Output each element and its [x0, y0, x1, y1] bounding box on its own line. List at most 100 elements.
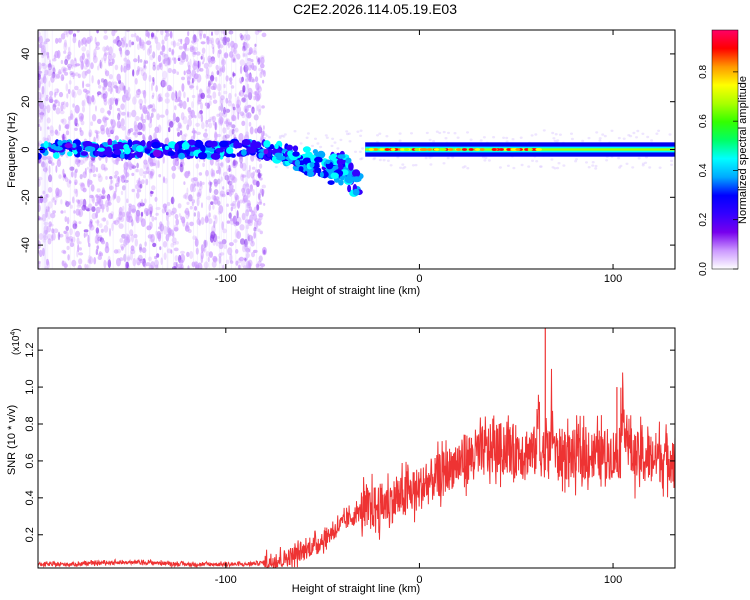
noise-speck: [56, 159, 62, 168]
noise-speck: [47, 210, 51, 220]
noise-speck: [102, 190, 105, 195]
noise-speck: [191, 202, 194, 207]
snr-x-tick-label: 0: [416, 574, 422, 586]
noise-speck: [239, 162, 244, 169]
noise-speck: [120, 190, 124, 196]
noise-speck: [100, 107, 105, 114]
noise-speck: [219, 190, 225, 197]
noise-speck: [138, 98, 143, 106]
noise-speck: [222, 264, 225, 269]
noise-speck: [217, 178, 221, 185]
band-blob: [80, 151, 89, 156]
snr-y-tick-label: 0.2: [24, 527, 36, 542]
noise-speck: [218, 241, 224, 245]
faint-speck: [263, 137, 267, 140]
noise-speck: [257, 57, 261, 65]
noise-speck: [232, 106, 236, 111]
noise-speck: [116, 73, 121, 82]
faint-speck: [534, 133, 538, 136]
noise-speck: [233, 42, 238, 50]
faint-speck: [425, 131, 429, 135]
faint-speck: [625, 162, 629, 165]
noise-speck: [215, 161, 218, 166]
snr-y-label: SNR (10 * v/v): [6, 405, 18, 475]
noise-speck: [71, 259, 77, 267]
faint-speck: [644, 161, 648, 164]
noise-speck: [125, 43, 128, 48]
noise-speck: [164, 98, 170, 104]
faint-speck: [268, 159, 272, 163]
noise-speck: [163, 252, 167, 260]
noise-speck: [116, 177, 120, 184]
noise-speck: [189, 221, 195, 227]
noise-speck: [67, 66, 71, 71]
noise-speck: [184, 224, 188, 230]
noise-speck: [141, 179, 145, 185]
noise-speck: [71, 64, 74, 69]
noise-speck: [173, 224, 179, 232]
faint-speck: [636, 129, 640, 133]
noise-speck: [226, 191, 230, 196]
noise-speck: [119, 46, 122, 55]
noise-speck: [91, 194, 95, 202]
faint-speck: [324, 134, 328, 137]
noise-speck: [96, 233, 99, 241]
noise-speck: [156, 41, 161, 51]
carrier-peak: [498, 148, 504, 151]
branch-blob: [338, 179, 344, 186]
noise-speck: [200, 216, 205, 225]
noise-speck: [196, 68, 200, 73]
noise-speck: [197, 188, 202, 197]
noise-speck: [72, 196, 75, 204]
faint-speck: [622, 137, 626, 140]
noise-speck: [221, 65, 226, 73]
noise-speck: [194, 38, 199, 42]
noise-speck: [104, 46, 107, 56]
noise-speck: [80, 61, 84, 70]
noise-speck: [234, 194, 240, 201]
carrier-line: [365, 142, 675, 157]
noise-speck: [142, 133, 145, 140]
noise-speck: [47, 63, 53, 71]
noise-speck: [231, 128, 235, 135]
noise-speck: [209, 181, 212, 188]
noise-speck: [83, 88, 88, 93]
noise-speck: [260, 56, 265, 65]
noise-speck: [180, 263, 184, 269]
noise-speck: [169, 30, 173, 38]
noise-speck: [208, 212, 211, 218]
carrier-peak: [462, 148, 467, 151]
noise-speck: [167, 209, 172, 218]
noise-speck: [51, 234, 54, 242]
noise-speck: [243, 53, 248, 57]
noise-speck: [140, 41, 146, 45]
noise-speck: [161, 44, 166, 53]
noise-speck: [84, 65, 88, 70]
noise-speck: [109, 176, 113, 180]
noise-speck: [68, 180, 72, 184]
noise-speck: [96, 245, 99, 250]
faint-speck: [398, 132, 402, 135]
noise-speck: [218, 256, 222, 264]
noise-speck: [106, 45, 109, 51]
noise-speck: [128, 203, 132, 207]
band-blob: [53, 152, 60, 159]
noise-speck: [166, 84, 172, 92]
noise-speck: [91, 75, 94, 84]
snr-series-line: [38, 368, 675, 568]
faint-speck: [389, 164, 393, 167]
noise-speck: [178, 96, 181, 102]
noise-speck: [163, 225, 168, 235]
noise-speck: [210, 231, 216, 239]
noise-speck: [136, 192, 140, 199]
noise-speck: [239, 33, 243, 38]
noise-speck: [212, 120, 216, 126]
noise-speck: [74, 72, 79, 77]
noise-speck: [106, 110, 111, 115]
noise-speck: [147, 105, 151, 110]
noise-speck: [67, 120, 71, 127]
noise-speck: [240, 111, 245, 117]
noise-speck: [60, 33, 66, 40]
noise-speck: [214, 121, 218, 131]
branch-blob: [330, 153, 338, 159]
